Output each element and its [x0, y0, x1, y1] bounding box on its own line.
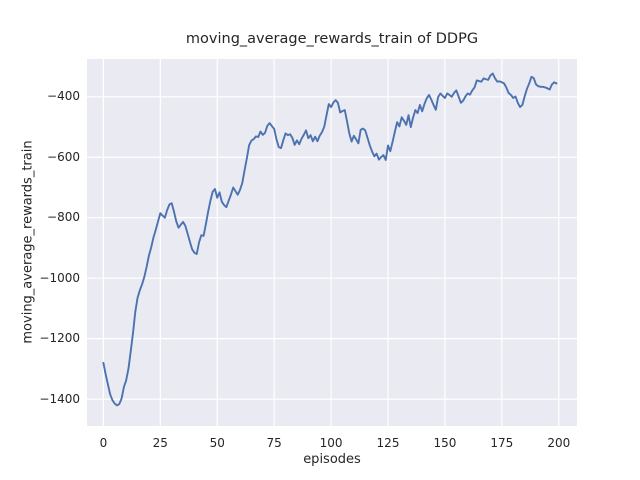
y-tick-label: −400	[47, 89, 80, 104]
x-tick-label: 50	[209, 436, 225, 450]
y-axis-label: moving_average_rewards_train	[20, 140, 36, 344]
x-tick-label: 150	[433, 436, 457, 450]
y-tick-label: −1400	[39, 391, 80, 406]
y-tick-label: −1000	[39, 270, 80, 285]
x-tick-label: 100	[319, 436, 343, 450]
plot-area	[87, 59, 577, 426]
line-chart-canvas	[87, 59, 577, 426]
x-axis-label: episodes	[303, 452, 361, 467]
y-tick-label: −1200	[39, 331, 80, 346]
x-tick-label: 25	[152, 436, 168, 450]
series-line	[102, 72, 558, 407]
x-tick-label: 200	[547, 436, 571, 450]
x-tick-label: 0	[99, 436, 108, 450]
x-tick-label: 75	[266, 436, 282, 450]
y-tick-label: −600	[47, 149, 80, 164]
y-tick-label: −800	[47, 210, 80, 225]
x-tick-label: 125	[376, 436, 400, 450]
chart-title: moving_average_rewards_train of DDPG	[185, 31, 479, 47]
x-tick-label: 175	[490, 436, 514, 450]
